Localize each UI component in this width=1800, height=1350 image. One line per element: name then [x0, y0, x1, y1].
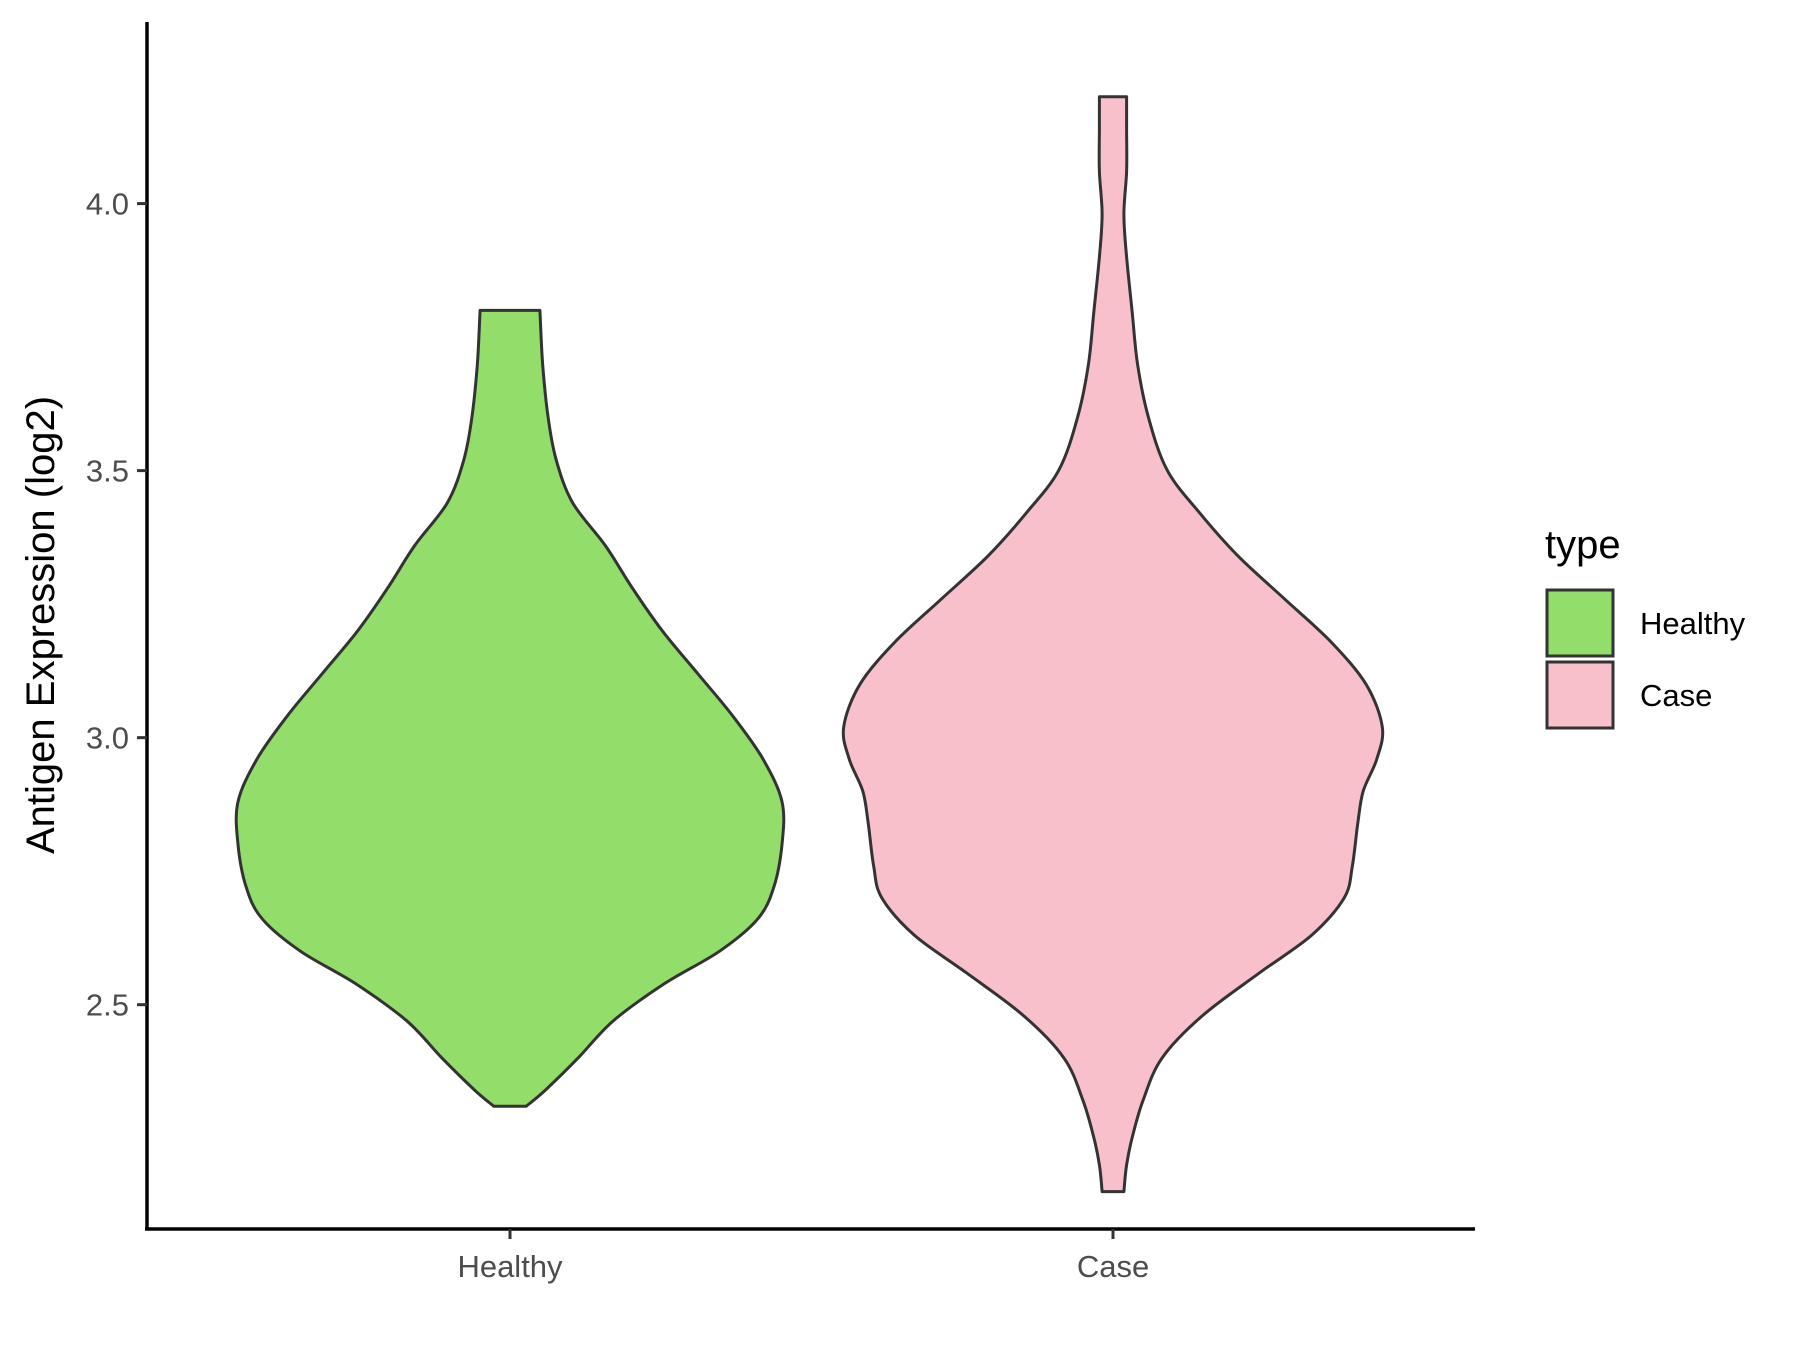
y-ticks: 2.5 3.0 3.5 4.0 — [86, 187, 147, 1023]
legend-entries: Healthy Case — [1545, 588, 1746, 730]
y-tick-label: 3.5 — [86, 454, 129, 489]
legend: type Healthy Case — [1545, 523, 1746, 730]
legend-title: type — [1545, 523, 1621, 567]
x-tick-label-healthy: Healthy — [457, 1249, 563, 1284]
legend-swatch-healthy — [1545, 588, 1615, 658]
y-tick-label: 3.0 — [86, 721, 129, 756]
legend-swatch-case — [1545, 660, 1615, 730]
violin-healthy — [234, 308, 786, 1108]
y-tick-label: 4.0 — [86, 187, 129, 222]
x-tick-label-case: Case — [1077, 1249, 1149, 1284]
violin-case — [841, 95, 1385, 1194]
legend-label-case: Case — [1640, 678, 1712, 713]
violins — [234, 95, 1385, 1194]
y-axis-title: Antigen Expression (log2) — [19, 396, 63, 854]
axes — [145, 22, 1475, 1231]
x-ticks: Healthy Case — [457, 1229, 1149, 1284]
legend-label-healthy: Healthy — [1640, 606, 1746, 641]
y-tick-label: 2.5 — [86, 988, 129, 1023]
